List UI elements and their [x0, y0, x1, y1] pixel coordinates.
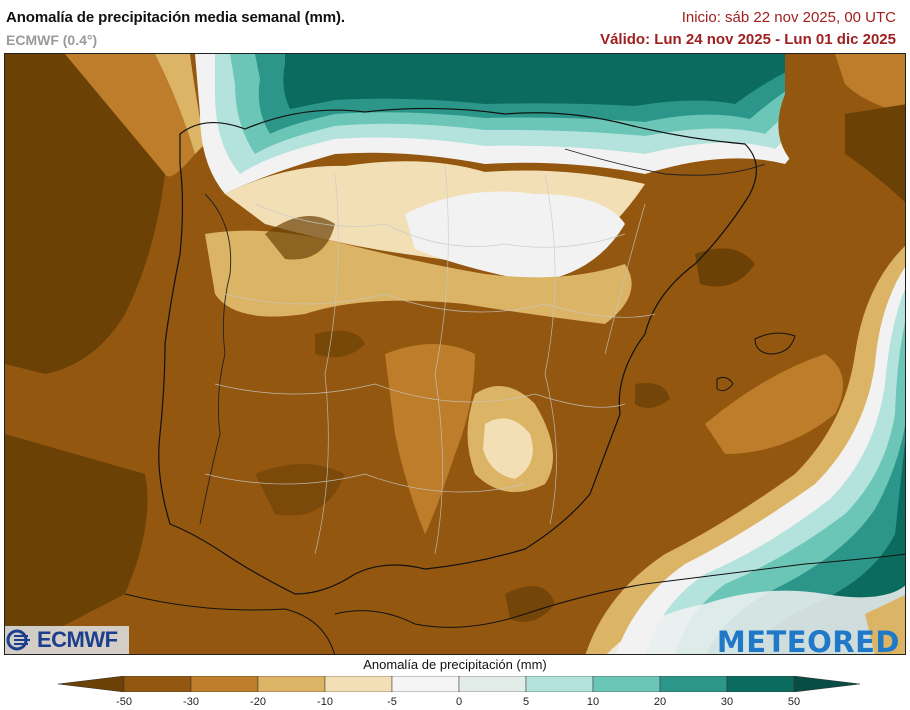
anomaly-region [483, 418, 533, 479]
anomaly-region [705, 354, 843, 454]
ecmwf-logo-text: ECMWF [37, 627, 118, 652]
valid-period: Válido: Lun 24 nov 2025 - Lun 01 dic 202… [600, 31, 896, 48]
anomaly-region [635, 383, 670, 408]
coastline [158, 107, 757, 595]
colorbar-segment [257, 676, 326, 692]
anomaly-region [255, 464, 345, 516]
model-label: ECMWF (0.4°) [6, 32, 98, 48]
precipitation-anomaly-map [4, 53, 906, 655]
ecmwf-logo: ECMWF [6, 627, 118, 653]
anomaly-region [5, 434, 148, 654]
colorbar-tick-label: -30 [183, 696, 199, 708]
colorbar-segment [123, 676, 192, 692]
anomaly-region [845, 104, 905, 203]
colorbar-segment [659, 676, 728, 692]
colorbar-tick-label: 30 [720, 696, 734, 708]
colorbar-segment [525, 676, 594, 692]
anomaly-region [385, 344, 475, 534]
anomaly-region [155, 54, 205, 154]
anomaly-region [283, 54, 825, 109]
anomaly-region [5, 54, 165, 374]
anomaly-region [405, 191, 625, 282]
island-outline [716, 376, 734, 392]
colorbar-segment [726, 676, 795, 692]
anomaly-region [65, 54, 195, 177]
colorbar-arrow-high [793, 676, 860, 692]
map-canvas [5, 54, 905, 654]
ecmwf-swirl-icon [6, 629, 30, 651]
map-title: Anomalía de precipitación media semanal … [6, 9, 345, 26]
colorbar-tick-label: -20 [250, 696, 266, 708]
coastline [124, 593, 335, 654]
country-border [199, 193, 232, 525]
colorbar-tick-label: -10 [317, 696, 333, 708]
colorbar-segment [324, 676, 393, 692]
colorbar-tick-label: 10 [586, 696, 600, 708]
anomaly-region [695, 248, 755, 287]
anomaly-region [315, 330, 365, 358]
colorbar-tick-label: -50 [116, 696, 132, 708]
anomaly-region [607, 585, 905, 654]
colorbar-segment [458, 676, 527, 692]
colorbar-segment [190, 676, 259, 692]
colorbar-tick-label: 0 [455, 696, 463, 708]
colorbar-title: Anomalía de precipitación (mm) [363, 657, 547, 672]
colorbar-arrow-low [58, 676, 125, 692]
anomaly-region [865, 594, 905, 654]
coastline [334, 553, 905, 628]
anomaly-region [265, 216, 335, 260]
country-border [564, 148, 766, 176]
colorbar-tick-label: -5 [387, 696, 397, 708]
colorbar [58, 676, 860, 692]
colorbar-tick-label: 5 [522, 696, 530, 708]
meteored-logo: METEORED [716, 625, 900, 659]
anomaly-region [835, 54, 905, 114]
colorbar-segment [391, 676, 460, 692]
island-outline [754, 332, 796, 355]
colorbar-segment [592, 676, 661, 692]
province-borders [204, 163, 656, 555]
anomaly-region [505, 586, 555, 622]
init-time: Inicio: sáb 22 nov 2025, 00 UTC [681, 9, 896, 26]
colorbar-tick-label: 20 [653, 696, 667, 708]
colorbar-tick-label: 50 [787, 696, 801, 708]
